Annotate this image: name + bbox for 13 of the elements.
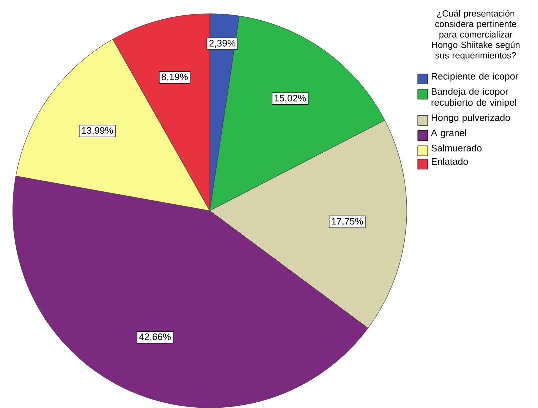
data-label: 17,75% (332, 218, 364, 226)
legend-label: Salmuerado (432, 144, 482, 152)
data-label: 42,66% (139, 334, 172, 342)
legend-label: A granel (431, 130, 466, 138)
legend-label: Hongo pulverizado (432, 114, 510, 124)
data-label: 15,02% (275, 95, 306, 103)
legend-label: Bandeja de icopor recubierto de vinipel (432, 88, 516, 108)
data-label: 2,39% (210, 40, 236, 48)
data-label: 8,19% (162, 74, 188, 82)
legend-label: Enlatado (432, 158, 468, 166)
data-label: 13,99% (82, 127, 114, 136)
legend-label: Recipiente de icopor (432, 72, 518, 82)
legend-title: ¿Cuál presentación considera pertinente para comercializar Hongo Shiitake según sus requerimientos? (432, 10, 520, 61)
